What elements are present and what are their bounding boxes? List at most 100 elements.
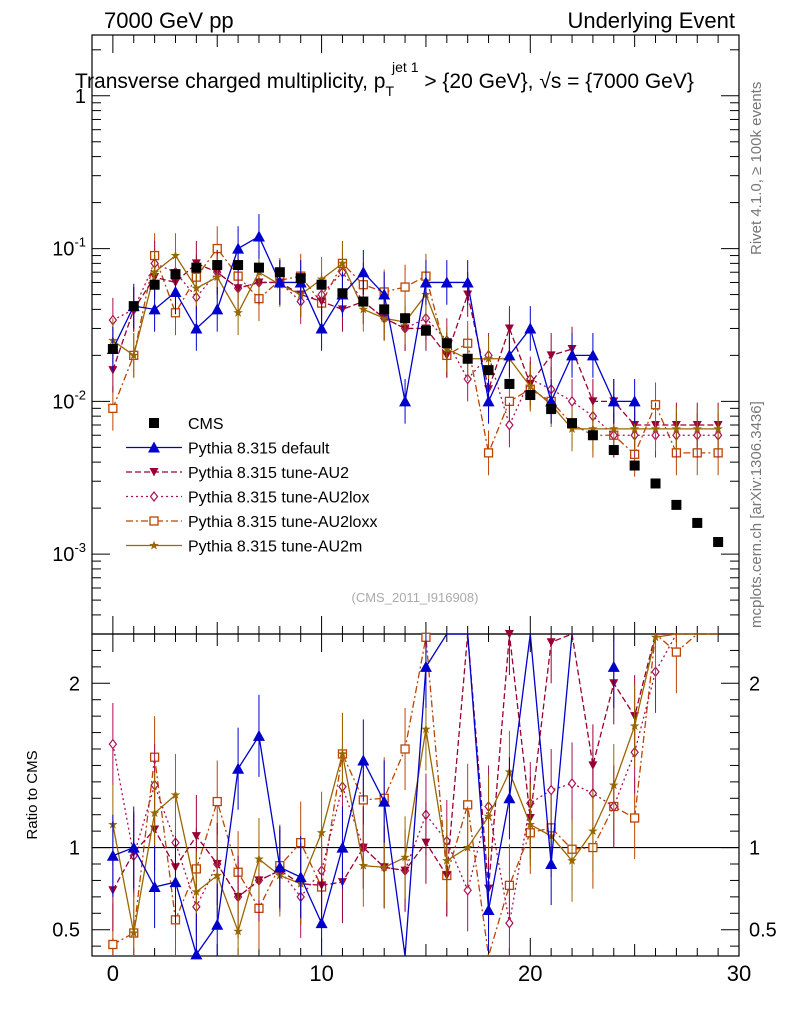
point-cms — [337, 288, 348, 299]
ratio-y-tick-label-right: 0.5 — [749, 920, 777, 942]
x-tick-label: 10 — [309, 961, 333, 986]
point-au2m — [149, 808, 160, 818]
series-line-au2loxx — [112, 247, 719, 456]
legend-entry-default: Pythia 8.315 default — [126, 441, 330, 458]
point-au2m — [483, 811, 494, 821]
point-default — [545, 395, 558, 407]
point-au2m — [191, 283, 202, 293]
point-au2m — [567, 855, 577, 865]
point-cms — [295, 273, 306, 284]
point-au2m — [191, 886, 202, 896]
point-default — [232, 762, 245, 774]
point-default — [232, 242, 245, 254]
point-default — [399, 395, 412, 407]
point-au2lox — [505, 917, 514, 929]
point-default — [190, 322, 203, 334]
point-au2loxx — [671, 647, 682, 657]
point-cms — [212, 260, 223, 271]
point-cms — [629, 460, 640, 471]
point-au2m — [713, 423, 723, 433]
point-cms — [379, 304, 390, 315]
point-au2m — [212, 272, 222, 282]
ratio-ticks: 0.5 0.51 12 20 10 20 30 — [52, 634, 777, 986]
point-default — [440, 276, 453, 288]
legend-entry-cms: CMS — [149, 416, 224, 433]
point-default — [607, 395, 620, 407]
point-au2 — [233, 284, 243, 293]
point-au2m — [692, 423, 703, 433]
point-cms — [608, 445, 619, 456]
legend-label-default: Pythia 8.315 default — [188, 441, 330, 458]
main-y-tick-label: 10-2 — [52, 387, 86, 413]
point-default — [148, 303, 161, 315]
point-default — [273, 276, 286, 288]
point-default — [252, 729, 265, 741]
point-default — [482, 904, 495, 915]
series-au2lox — [108, 633, 719, 956]
point-cms — [546, 404, 557, 415]
point-cms — [274, 267, 285, 278]
legend-marker-default — [148, 441, 160, 453]
legend-marker-au2m — [149, 540, 159, 550]
legend-label-au2m: Pythia 8.315 tune-AU2m — [188, 539, 362, 556]
point-cms — [400, 313, 411, 324]
legend-entry-au2m: Pythia 8.315 tune-AU2m — [126, 539, 362, 556]
point-au2m — [316, 274, 327, 284]
header-left: 7000 GeV pp — [104, 8, 234, 33]
series-line-default — [112, 235, 635, 404]
point-au2m — [483, 353, 494, 363]
ratio-panel: 0.5 0.51 12 20 10 20 30 — [52, 630, 777, 986]
point-au2loxx — [108, 403, 118, 413]
point-default — [586, 349, 599, 361]
ratio-y-tick-label-right: 1 — [749, 838, 760, 860]
point-au2 — [504, 324, 514, 333]
point-au2m — [442, 344, 452, 354]
point-default — [566, 349, 579, 361]
point-default — [482, 395, 495, 407]
series-default — [106, 214, 641, 424]
point-au2lox — [463, 884, 472, 896]
point-au2 — [588, 761, 598, 770]
point-au2m — [567, 423, 577, 433]
legend-entry-au2: Pythia 8.315 tune-AU2 — [126, 465, 349, 482]
point-default — [294, 871, 307, 883]
x-tick-label: 20 — [518, 961, 542, 986]
ratio-ylabel: Ratio to CMS — [24, 750, 41, 839]
point-au2 — [191, 832, 201, 841]
point-default — [357, 266, 370, 278]
title-rest: > {20 GeV}, √s = {7000 GeV} — [418, 70, 693, 93]
legend-marker-au2lox — [149, 491, 159, 502]
point-au2loxx — [400, 744, 410, 754]
point-au2m — [609, 423, 619, 433]
point-au2m — [212, 870, 222, 880]
point-au2lox — [567, 778, 577, 789]
legend-label-au2loxx: Pythia 8.315 tune-AU2loxx — [188, 514, 377, 531]
rivet-label: Rivet 4.1.0, ≥ 100k events — [748, 82, 765, 255]
watermark: (CMS_2011_I916908) — [352, 590, 479, 605]
point-au2m — [400, 852, 410, 862]
legend-label-au2lox: Pythia 8.315 tune-AU2lox — [188, 490, 369, 507]
legend-label-cms: CMS — [188, 416, 224, 433]
point-au2loxx — [483, 448, 494, 458]
title-sup: jet 1 — [391, 59, 419, 75]
point-au2 — [317, 297, 327, 307]
point-au2m — [421, 724, 431, 734]
point-default — [628, 395, 641, 407]
title-main: Transverse charged multiplicity, p — [75, 70, 385, 93]
ratio-y-tick-label: 2 — [69, 673, 80, 695]
point-cms — [671, 499, 682, 510]
point-au2m — [650, 423, 661, 433]
series-au2 — [108, 630, 719, 938]
point-cms — [483, 365, 494, 376]
point-au2m — [462, 842, 473, 852]
point-default — [545, 858, 558, 869]
point-default — [378, 795, 391, 807]
point-au2m — [233, 926, 243, 936]
point-au2m — [442, 855, 452, 865]
point-cms — [567, 418, 578, 429]
point-cms — [253, 262, 264, 273]
point-au2m — [629, 721, 640, 731]
main-y-tick-label: 1 — [75, 86, 86, 108]
legend: CMS Pythia 8.315 default Pythia 8.315 tune… — [126, 416, 377, 556]
